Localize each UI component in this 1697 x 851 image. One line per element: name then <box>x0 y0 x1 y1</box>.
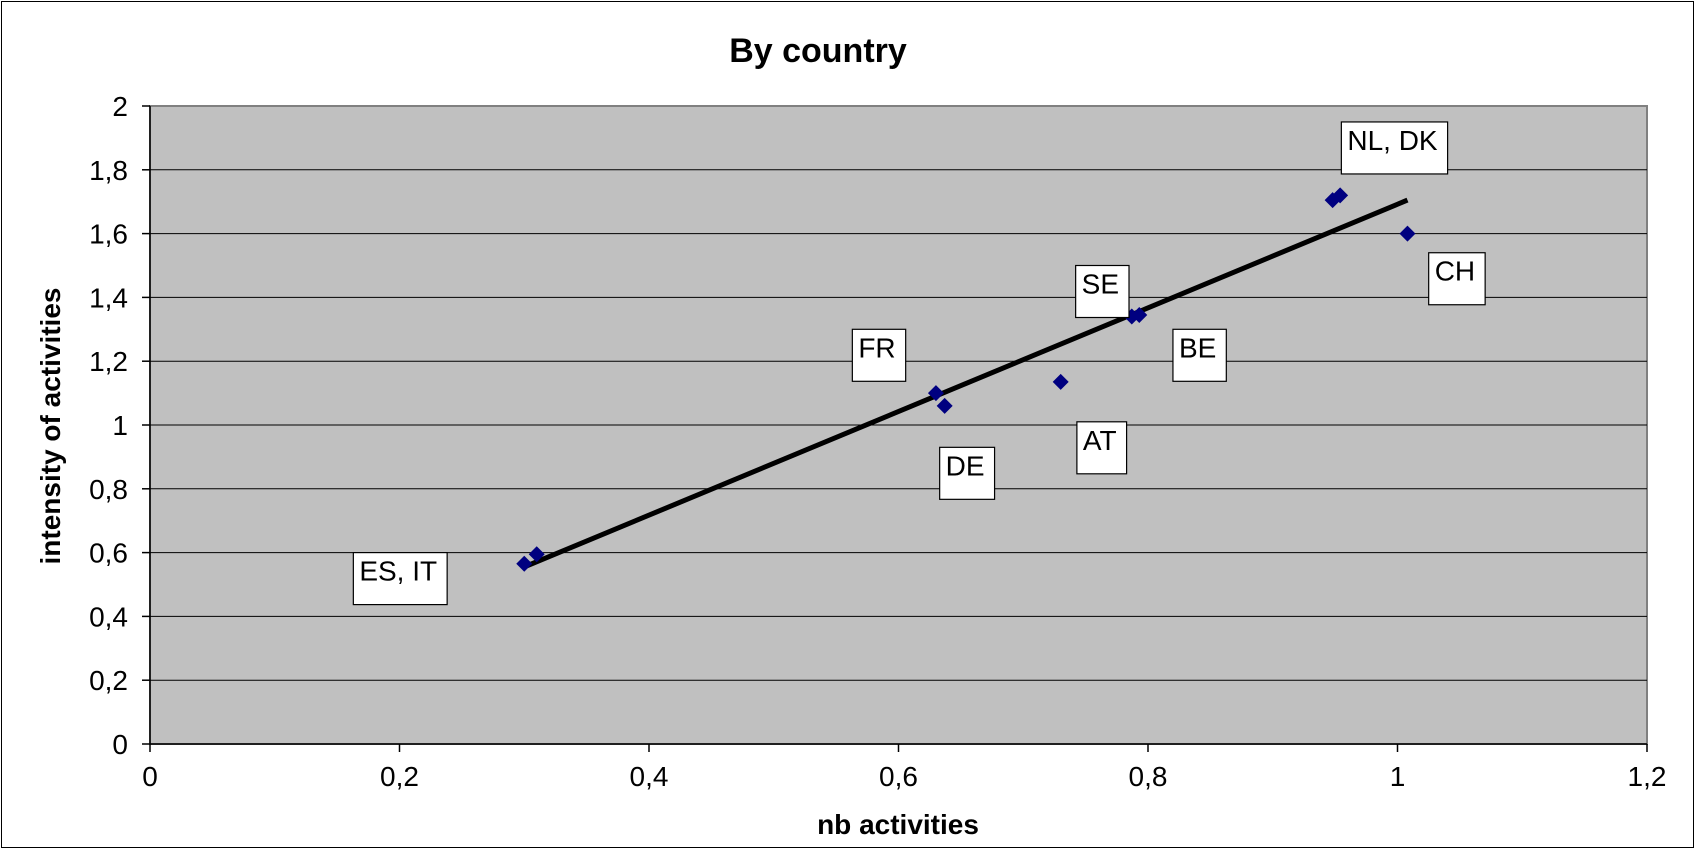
data-point <box>1131 306 1148 323</box>
x-tick-label: 0,2 <box>380 761 419 792</box>
y-tick-label: 1 <box>112 410 128 441</box>
x-axis-ticks: 0 0,2 0,4 0,6 0,8 1 1,2 <box>142 761 1666 792</box>
data-point <box>516 555 533 572</box>
y-tick-label: 0,2 <box>89 665 128 696</box>
y-tick-label: 1,8 <box>89 155 128 186</box>
point-label-text: FR <box>858 332 895 363</box>
x-tick-label: 0,8 <box>1129 761 1168 792</box>
point-label-box <box>1340 121 1449 175</box>
point-label-text: SE <box>1082 269 1119 300</box>
point-label: ES, IT <box>352 551 448 606</box>
data-point <box>1052 373 1069 390</box>
point-label-box <box>851 328 907 382</box>
y-tick-label: 0,6 <box>89 538 128 569</box>
y-tick-label: 1,4 <box>89 282 128 313</box>
point-label-box <box>352 551 448 606</box>
data-point <box>1332 187 1349 204</box>
point-label-box <box>939 446 996 500</box>
point-label: CH <box>1428 252 1486 306</box>
x-tick-label: 1,2 <box>1628 761 1667 792</box>
point-label: DE <box>939 446 996 500</box>
point-label-text: CH <box>1435 256 1475 287</box>
point-label: BE <box>1172 328 1227 382</box>
y-axis-title: intensity of activities <box>35 288 66 565</box>
x-axis-title: nb activities <box>817 809 979 840</box>
y-tick-label: 0,8 <box>89 474 128 505</box>
data-point <box>936 397 953 414</box>
data-point <box>1399 225 1416 242</box>
point-label-text: BE <box>1179 332 1216 363</box>
axes <box>142 105 1648 752</box>
chart-title: By country <box>729 32 907 70</box>
point-label: FR <box>851 328 907 382</box>
point-label-box <box>1428 252 1486 306</box>
point-label-text: AT <box>1083 425 1117 456</box>
point-label-text: ES, IT <box>359 556 437 587</box>
y-axis-ticks: 0 0,2 0,4 0,6 0,8 1 1,2 1,4 1,6 1,8 2 <box>89 91 128 760</box>
point-label: SE <box>1075 264 1130 319</box>
x-tick-label: 1 <box>1390 761 1406 792</box>
x-tick-label: 0 <box>142 761 158 792</box>
y-tick-label: 1,2 <box>89 346 128 377</box>
data-point <box>528 546 545 563</box>
point-labels: ES, IT FR DE AT SE BE NL, DK CH <box>352 121 1486 606</box>
y-tick-label: 0 <box>112 729 128 760</box>
point-label: AT <box>1076 421 1128 475</box>
point-label-box <box>1076 421 1128 475</box>
x-tick-label: 0,4 <box>630 761 669 792</box>
trendline <box>523 197 1409 570</box>
point-label-box <box>1172 328 1227 382</box>
point-label-text: NL, DK <box>1347 125 1438 156</box>
x-tick-label: 0,6 <box>879 761 918 792</box>
point-label-box <box>1075 264 1130 319</box>
point-label-text: DE <box>946 450 985 481</box>
y-tick-label: 2 <box>112 91 128 122</box>
point-label: NL, DK <box>1340 121 1449 175</box>
y-tick-label: 1,6 <box>89 219 128 250</box>
y-tick-label: 0,4 <box>89 601 128 632</box>
data-point <box>927 385 944 402</box>
